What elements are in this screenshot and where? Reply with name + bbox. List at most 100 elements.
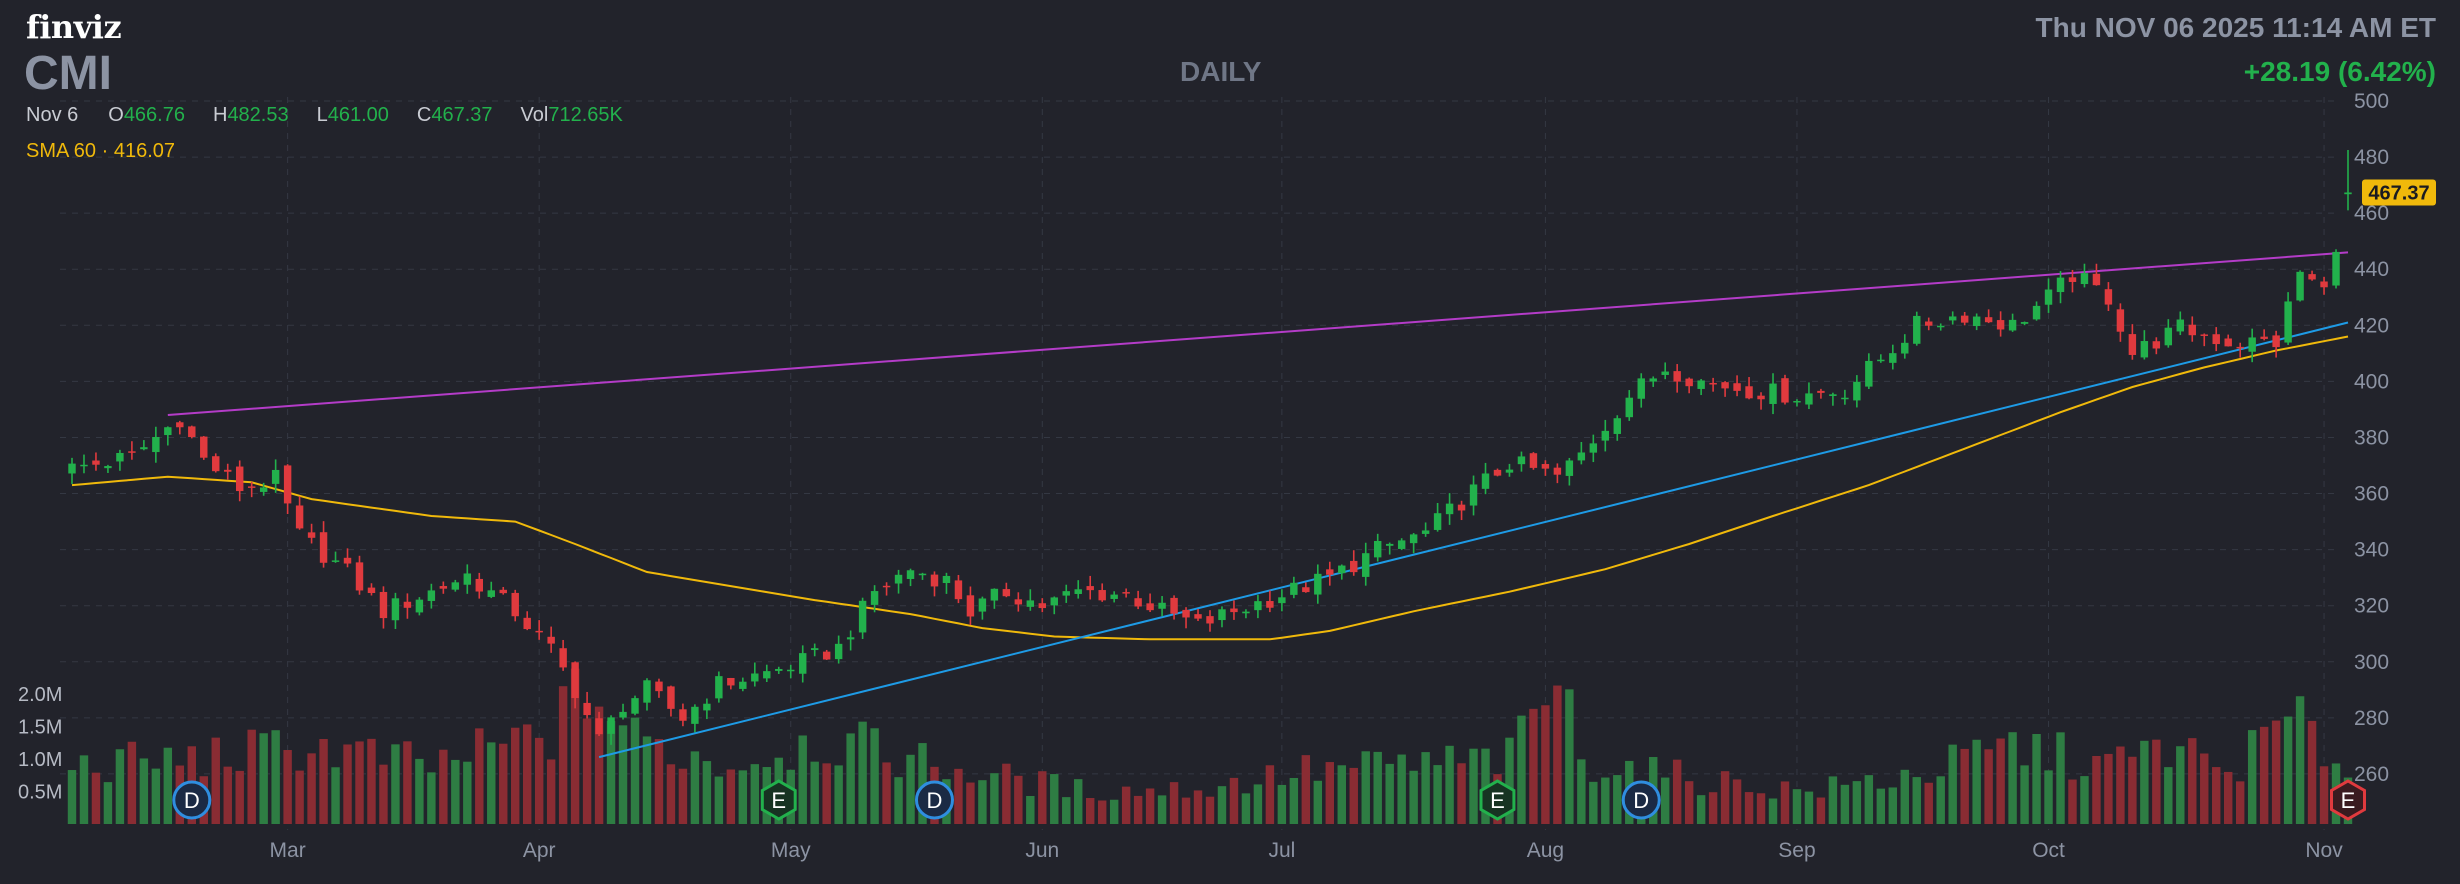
volume-bar [1684, 781, 1694, 824]
candle [1541, 464, 1550, 469]
volume-bar [666, 764, 676, 824]
candle [2260, 336, 2268, 339]
volume-bar [211, 737, 220, 824]
volume-bar [966, 782, 975, 824]
volume-bar [630, 717, 640, 824]
candle [1901, 342, 1909, 354]
volume-tick-label: 0.5M [18, 782, 62, 804]
candle [1134, 598, 1142, 607]
candle [1050, 597, 1058, 606]
candle [1481, 473, 1490, 489]
volume-tick-label: 1.0M [18, 749, 62, 771]
volume-bar [558, 686, 568, 824]
high-value: 482.53 [227, 104, 289, 126]
volume-bar [1169, 782, 1179, 824]
earnings-marker[interactable]: E [760, 779, 797, 821]
volume-bar [1385, 763, 1394, 824]
volume-bar [151, 768, 161, 824]
candle [1326, 569, 1334, 575]
volume-bar [1445, 745, 1454, 824]
volume-bar [2128, 756, 2137, 824]
event-marker-label: E [2341, 788, 2356, 813]
candle [2296, 271, 2304, 301]
event-marker-label: D [184, 788, 200, 813]
volume-bar [451, 759, 460, 824]
price-tick-label: 400 [2354, 370, 2389, 393]
candle [2092, 273, 2101, 286]
earnings-upcoming-marker[interactable]: E [2330, 779, 2366, 821]
volume-bar [1984, 749, 1993, 824]
candle [691, 706, 699, 724]
candle [1937, 325, 1945, 328]
volume-bar [1732, 779, 1742, 824]
low-value: 461.00 [327, 104, 389, 126]
candle [1182, 609, 1190, 618]
candle [523, 617, 531, 630]
dividend-marker[interactable]: D [172, 780, 212, 820]
dividend-marker[interactable]: D [1621, 780, 1661, 820]
volume-value: 712.65K [548, 104, 623, 126]
candle [954, 580, 963, 600]
volume-bar [2271, 720, 2281, 824]
volume-bar [1553, 685, 1562, 824]
volume-bar [235, 770, 244, 824]
volume-bar [1193, 790, 1203, 824]
volume-bar [1505, 737, 1514, 824]
volume-bar [534, 737, 544, 824]
candle [2104, 289, 2113, 305]
candle [1254, 601, 1262, 611]
volume-bar [1433, 765, 1442, 824]
candle [427, 590, 436, 601]
volume-bar [1589, 781, 1598, 824]
volume-bar [738, 770, 748, 824]
price-tick-label: 440 [2354, 258, 2389, 281]
candle [1362, 553, 1370, 577]
volume-bar [1876, 788, 1886, 824]
volume-bar [1960, 748, 1969, 824]
quote-datetime: Thu NOV 06 2025 11:14 AM ET [2035, 12, 2436, 43]
volume-bar [355, 741, 364, 824]
candle [2236, 346, 2244, 349]
candle [2128, 334, 2137, 355]
candle [116, 452, 124, 462]
timeframe-label[interactable]: DAILY [1180, 56, 1262, 87]
candle [1266, 601, 1274, 608]
volume-bar [882, 762, 891, 824]
finviz-logo[interactable]: finviz [26, 8, 122, 46]
sma-legend[interactable]: SMA 60 · 416.07 [26, 140, 175, 163]
candle [1086, 586, 1094, 591]
volume-bar [1672, 759, 1682, 824]
candle [1697, 380, 1705, 389]
resistance-trendline [167, 251, 2349, 417]
volume-bar [2080, 776, 2089, 824]
candle [2176, 319, 2185, 332]
volume-bar [690, 751, 700, 824]
volume-bar [894, 777, 903, 824]
candle [1685, 378, 1693, 387]
candle [1853, 381, 1861, 401]
candle [2164, 327, 2173, 346]
earnings-marker[interactable]: E [1479, 779, 1516, 821]
volume-bar [163, 747, 173, 824]
volume-bar [1780, 781, 1790, 824]
candle [2320, 281, 2328, 288]
candle [1373, 540, 1382, 558]
volume-bar [1996, 738, 2005, 824]
volume-bar [1241, 793, 1251, 824]
candle [487, 590, 495, 597]
volume-bar [1840, 784, 1850, 824]
volume-bar [1026, 795, 1035, 824]
dividend-marker[interactable]: D [914, 780, 954, 820]
volume-bar [259, 733, 268, 824]
candle [1338, 565, 1346, 574]
candle [355, 562, 364, 591]
last-price-badge [2362, 179, 2436, 206]
candle [439, 586, 448, 589]
volume-label: Vol [520, 104, 549, 126]
candle [703, 703, 711, 711]
candle [200, 436, 208, 458]
candle [942, 575, 951, 584]
date-tick-label: Aug [1527, 839, 1564, 862]
